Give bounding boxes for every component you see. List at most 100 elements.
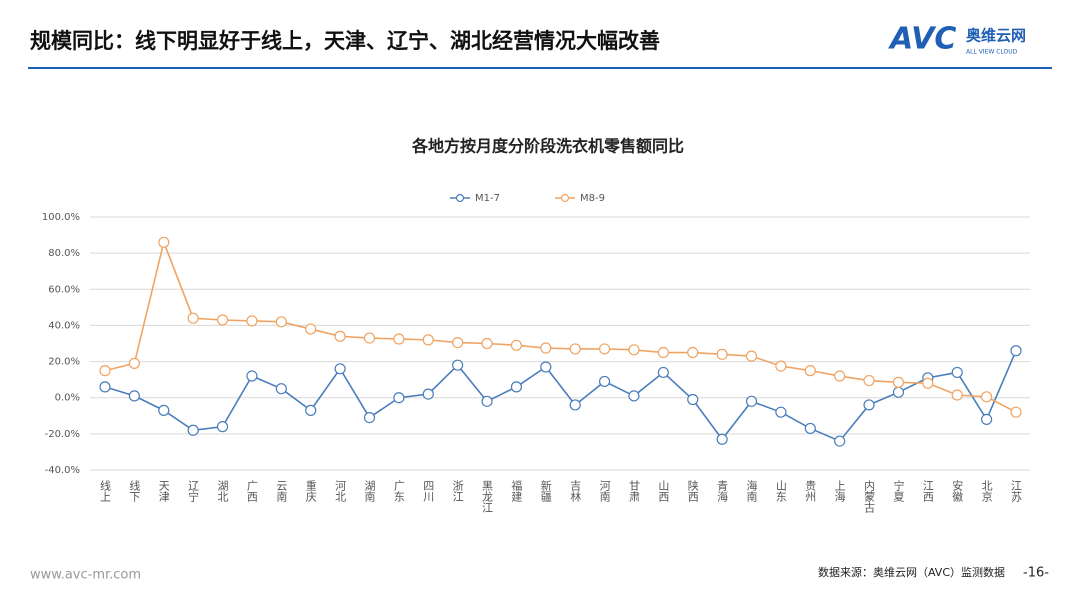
data-point: [158, 404, 170, 416]
chart-title: 各地方按月度分阶段洗衣机零售额同比: [411, 137, 684, 156]
data-point: [569, 399, 581, 411]
data-point: [452, 336, 464, 349]
x-tick-label: 广西: [245, 480, 258, 502]
data-point: [628, 344, 640, 356]
x-tick-label: 江苏: [1010, 480, 1023, 503]
x-tick-label: 河北: [334, 480, 347, 502]
y-tick-label: 80.0%: [48, 248, 80, 259]
y-tick-label: 40.0%: [48, 320, 80, 331]
data-point: [510, 381, 523, 393]
data-point: [922, 377, 934, 389]
x-tick-label: 广东: [392, 480, 405, 502]
footer-url: www.avc-mr.com: [30, 568, 141, 583]
x-tick-label: 内蒙古: [863, 479, 876, 513]
series-line: [104, 350, 1017, 443]
data-point: [657, 366, 669, 379]
data-point: [657, 346, 669, 359]
y-tick-label: 0.0%: [55, 393, 80, 404]
x-tick-label: 江西: [921, 480, 934, 502]
legend-label: M1-7: [475, 193, 500, 204]
data-point: [334, 363, 346, 375]
data-point: [422, 388, 434, 400]
data-point: [981, 391, 993, 403]
y-tick-label: 20.0%: [48, 357, 80, 368]
data-point: [598, 375, 611, 388]
x-tick-label: 湖南: [363, 480, 376, 502]
x-tick-label: 青海: [716, 480, 729, 503]
x-tick-label: 河南: [598, 480, 611, 502]
data-point: [305, 404, 317, 416]
x-tick-label: 北京: [980, 480, 993, 503]
data-point: [804, 422, 816, 435]
x-tick-label: 宁夏: [892, 479, 905, 502]
data-point: [334, 330, 346, 342]
data-point: [481, 337, 493, 350]
page-number: -16-: [1023, 566, 1049, 581]
data-point: [481, 395, 493, 407]
x-tick-label: 上海: [833, 480, 846, 503]
data-point: [363, 411, 376, 424]
data-point: [187, 312, 199, 324]
data-point: [99, 365, 111, 377]
data-point: [745, 350, 758, 362]
x-tick-label: 甘肃: [627, 480, 640, 503]
x-tick-label: 吉林: [569, 480, 582, 502]
x-tick-label: 山东: [774, 480, 787, 502]
slide-title: 规模同比：线下明显好于线上，天津、辽宁、湖北经营情况大幅改善: [30, 29, 660, 53]
data-point: [99, 381, 111, 393]
data-point: [510, 339, 523, 351]
data-point: [951, 389, 963, 401]
x-tick-label: 贵州: [804, 480, 817, 502]
y-tick-label: -40.0%: [45, 465, 80, 476]
data-point: [1010, 406, 1022, 418]
logo-en: ALL VIEW CLOUD: [966, 49, 1018, 56]
data-point: [187, 424, 199, 436]
legend-label: M8-9: [580, 193, 605, 204]
data-point: [422, 334, 434, 346]
x-tick-label: 福建: [510, 479, 523, 503]
data-point: [1010, 345, 1022, 357]
data-point: [393, 392, 405, 404]
x-tick-label: 天津: [157, 480, 170, 502]
data-point: [569, 343, 581, 355]
data-point: [305, 323, 317, 335]
data-point: [981, 413, 993, 425]
data-point: [540, 342, 552, 354]
data-point: [951, 366, 963, 379]
x-tick-label: 安徽: [951, 479, 964, 503]
data-point: [892, 386, 905, 398]
data-point: [687, 393, 699, 406]
x-tick-label: 湖北: [216, 480, 229, 502]
data-point: [834, 435, 846, 447]
x-tick-label: 新疆: [539, 479, 552, 502]
data-point: [128, 357, 140, 369]
data-point: [246, 370, 258, 382]
data-point: [863, 399, 875, 411]
data-point: [775, 406, 787, 418]
y-tick-label: 60.0%: [48, 284, 80, 295]
y-tick-label: -20.0%: [45, 429, 80, 440]
y-tick-label: 100.0%: [42, 212, 80, 223]
x-tick-label: 线上: [99, 479, 112, 502]
data-point: [246, 315, 258, 327]
x-tick-label: 线下: [128, 479, 141, 503]
data-point: [452, 359, 464, 371]
footer-source: 数据来源：奥维云网（AVC）监测数据: [818, 565, 1005, 579]
x-tick-label: 山西: [657, 480, 670, 502]
data-point: [128, 390, 140, 402]
x-tick-label: 黑龙江: [481, 480, 494, 513]
data-point: [716, 433, 728, 445]
data-point: [892, 376, 905, 388]
x-tick-label: 浙江: [451, 480, 464, 502]
data-point: [863, 374, 875, 387]
data-point: [540, 361, 552, 373]
x-tick-label: 辽宁: [187, 480, 200, 502]
data-point: [804, 365, 816, 377]
data-point: [393, 333, 405, 345]
legend-marker: [455, 193, 465, 203]
data-point: [158, 236, 170, 248]
x-tick-label: 云南: [275, 480, 288, 502]
data-point: [775, 360, 787, 372]
legend-marker: [560, 193, 570, 203]
